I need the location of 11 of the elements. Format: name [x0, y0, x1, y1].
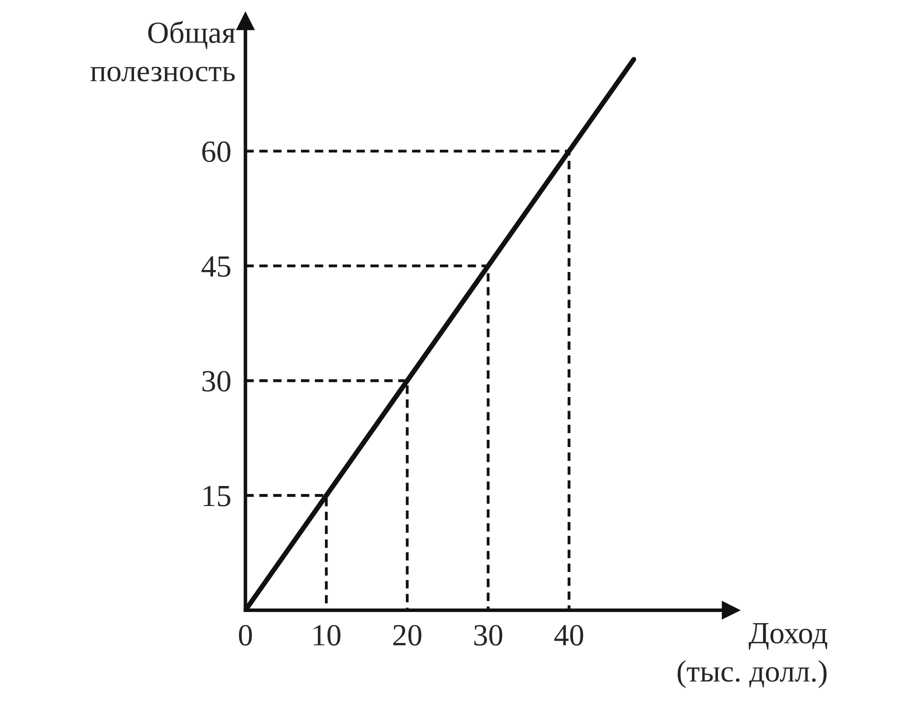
y-axis-title: Общая полезность — [90, 20, 236, 82]
y-tick-label: 30 — [202, 370, 230, 392]
x-tick-label: 0 — [238, 624, 252, 646]
y-tick-label: 15 — [204, 486, 230, 506]
x-tick-label: 20 — [393, 624, 422, 646]
y-tick-label: 45 — [202, 256, 230, 277]
x-tick-label: 30 — [474, 624, 502, 646]
x-tick-label: 10 — [314, 624, 340, 646]
y-tick-label: 60 — [202, 141, 230, 162]
x-axis-title: Доход (тыс. долл.) — [678, 623, 828, 688]
x-tick-label: 40 — [554, 624, 584, 646]
